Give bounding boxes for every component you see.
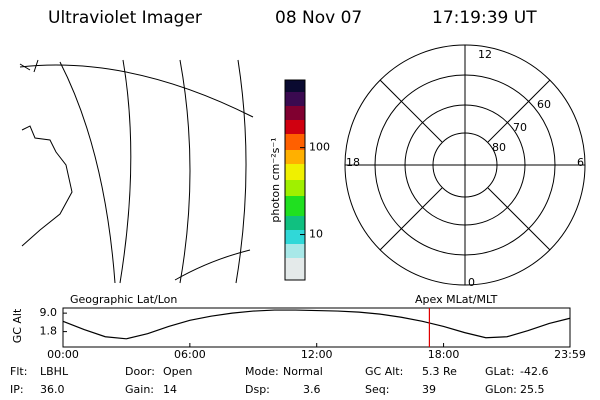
date: 08 Nov 07	[275, 8, 362, 28]
title: Ultraviolet Imager	[48, 8, 202, 28]
status-value: 14	[163, 383, 177, 396]
mlt-label: 6	[577, 156, 584, 169]
y-tick-label: 1.8	[40, 325, 58, 338]
x-tick-label: 23:59	[554, 348, 586, 361]
colorbar-label: photon cm⁻²s⁻¹	[269, 137, 282, 222]
status-label: IP:	[10, 383, 24, 396]
lat-label: 70	[513, 121, 527, 134]
status-label: GC Alt:	[365, 365, 403, 378]
y-tick-label: 9.0	[40, 306, 58, 319]
altitude-line	[62, 309, 571, 340]
status-value: -42.6	[520, 365, 548, 378]
status-value: LBHL	[40, 365, 69, 378]
map-label: Geographic Lat/Lon	[70, 293, 177, 306]
status-value: Normal	[283, 365, 323, 378]
lat-label: 60	[537, 98, 551, 111]
status-label: Dsp:	[245, 383, 270, 396]
status-value: Open	[163, 365, 192, 378]
status-label: GLat:	[485, 365, 514, 378]
status-value: 3.6	[303, 383, 321, 396]
status-label: Seq:	[365, 383, 389, 396]
status-label: Door:	[125, 365, 155, 378]
status-value: 36.0	[40, 383, 65, 396]
x-tick-label: 18:00	[428, 348, 460, 361]
y-axis-label: GC Alt	[11, 308, 24, 343]
x-tick-label: 06:00	[174, 348, 206, 361]
geo-map	[19, 59, 254, 284]
mlt-label: 0	[468, 276, 475, 289]
polar-label: Apex MLat/MLT	[415, 293, 498, 306]
status-label: Gain:	[125, 383, 154, 396]
status-value: 25.5	[520, 383, 545, 396]
status-label: Mode:	[245, 365, 279, 378]
x-tick-label: 00:00	[47, 348, 79, 361]
time: 17:19:39 UT	[432, 8, 537, 28]
colorbar: photon cm⁻²s⁻¹	[269, 79, 306, 281]
colorbar-tick-label: 10	[309, 228, 323, 241]
status-label: GLon:	[485, 383, 517, 396]
status-label: Flt:	[10, 365, 27, 378]
colorbar-tick-label: 100	[309, 141, 330, 154]
status-value: 5.3 Re	[422, 365, 457, 378]
x-tick-label: 12:00	[301, 348, 333, 361]
mlt-label: 12	[478, 48, 492, 61]
mlt-label: 18	[346, 156, 360, 169]
polar-grid: 12 18 6 0 60 70 80	[344, 44, 586, 289]
status-value: 39	[422, 383, 436, 396]
plot-frame	[62, 307, 571, 348]
lat-label: 80	[492, 141, 506, 154]
